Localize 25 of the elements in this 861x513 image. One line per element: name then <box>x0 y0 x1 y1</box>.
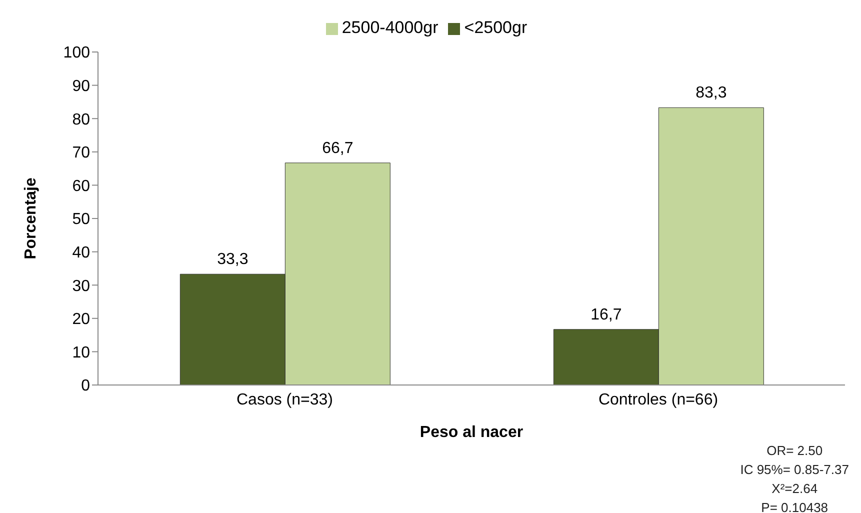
y-tick-label: 0 <box>81 378 90 395</box>
text: X²=2.64 <box>770 480 819 498</box>
data-label: 33,3 <box>217 251 248 268</box>
y-tick-label: 20 <box>72 311 90 328</box>
data-label: 66,7 <box>322 140 354 157</box>
y-tick-label: 70 <box>72 144 90 162</box>
data-label: 83,3 <box>696 84 727 102</box>
legend-label: 2500-4000gr <box>342 18 438 37</box>
y-tick-label: 10 <box>72 344 90 362</box>
text: OR= 2.50 <box>766 442 824 460</box>
x-tick-label: Controles (n=66) <box>598 391 718 408</box>
y-tick-label: 30 <box>72 278 90 295</box>
y-axis-title: Porcentaje <box>22 177 40 260</box>
text: P= 0.10438 <box>760 499 830 513</box>
text: IC 95%= 0.85-7.37 <box>740 461 849 479</box>
y-tick-label: 60 <box>72 178 90 195</box>
y-tick-label: 80 <box>72 111 90 128</box>
y-tick-label: 100 <box>63 44 90 62</box>
data-label: 16,7 <box>590 306 622 324</box>
x-axis-title: Peso al nacer <box>420 424 524 441</box>
y-tick-label: 50 <box>72 211 90 228</box>
y-tick-label: 90 <box>72 78 90 95</box>
legend-label: <2500gr <box>464 18 528 37</box>
y-tick-label: 40 <box>72 244 90 262</box>
x-tick-label: Casos (n=33) <box>236 391 333 408</box>
